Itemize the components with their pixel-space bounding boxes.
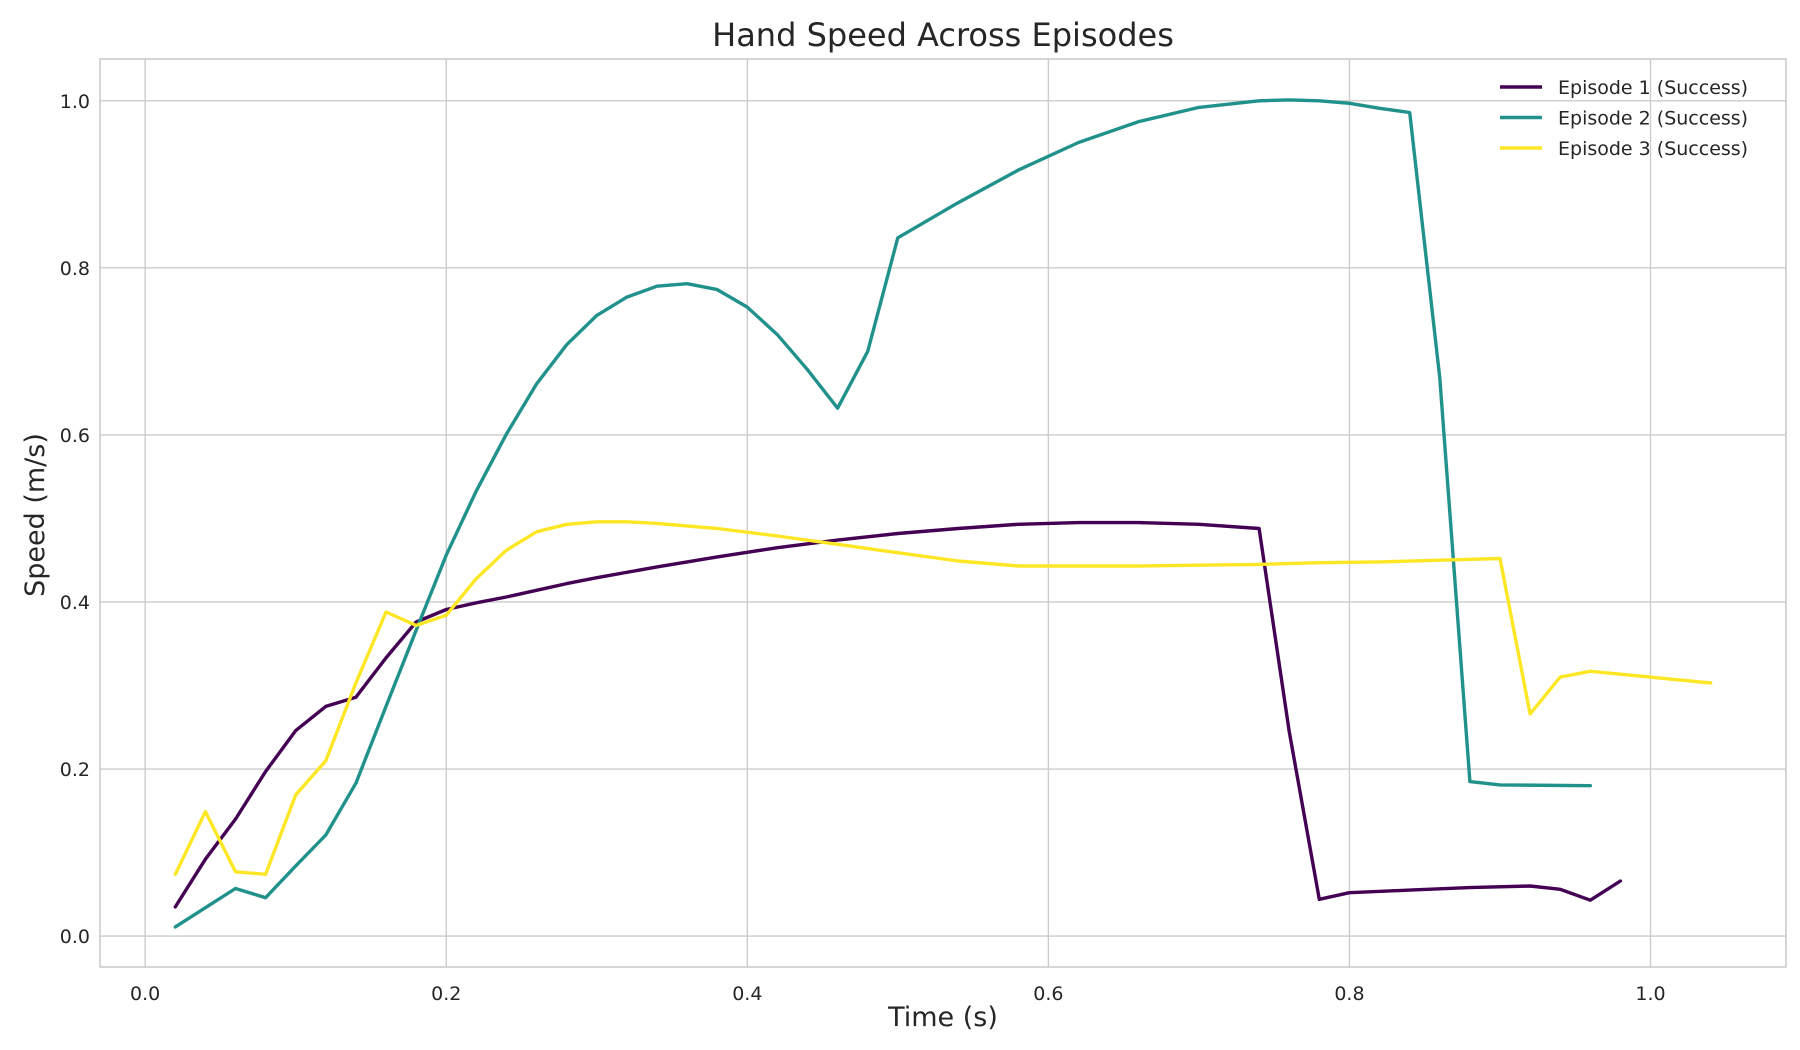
x-tick-label: 1.0 — [1635, 983, 1665, 1005]
y-tick-label: 0.4 — [60, 592, 90, 614]
x-tick-label: 0.6 — [1033, 983, 1063, 1005]
x-tick-label: 0.2 — [431, 983, 461, 1005]
y-tick-label: 0.8 — [60, 258, 90, 280]
y-tick-labels: 0.0 0.2 0.4 0.6 0.8 1.0 — [60, 91, 90, 948]
legend: Episode 1 (Success) Episode 2 (Success) Ep… — [1500, 77, 1748, 160]
y-tick-label: 0.2 — [60, 759, 90, 781]
y-tick-label: 1.0 — [60, 91, 90, 113]
y-tick-label: 0.6 — [60, 425, 90, 447]
legend-label: Episode 1 (Success) — [1558, 77, 1748, 99]
x-tick-label: 0.4 — [732, 983, 762, 1005]
legend-label: Episode 3 (Success) — [1558, 138, 1748, 160]
chart-title: Hand Speed Across Episodes — [712, 16, 1174, 54]
series-line-episode-1 — [173, 520, 1623, 909]
y-gridlines — [100, 100, 1786, 937]
plot-frame — [99, 58, 1787, 968]
y-axis-label: Speed (m/s) — [20, 433, 51, 597]
series-layer — [173, 98, 1713, 929]
x-tick-labels: 0.0 0.2 0.4 0.6 0.8 1.0 — [130, 983, 1666, 1005]
x-gridlines — [144, 59, 1652, 967]
series-line-episode-2 — [173, 98, 1593, 929]
y-tick-label: 0.0 — [60, 926, 90, 948]
x-axis-label: Time (s) — [887, 1002, 998, 1033]
legend-label: Episode 2 (Success) — [1558, 108, 1748, 130]
series-line-episode-3 — [173, 520, 1713, 876]
x-tick-label: 0.0 — [130, 983, 160, 1005]
x-tick-label: 0.8 — [1334, 983, 1364, 1005]
